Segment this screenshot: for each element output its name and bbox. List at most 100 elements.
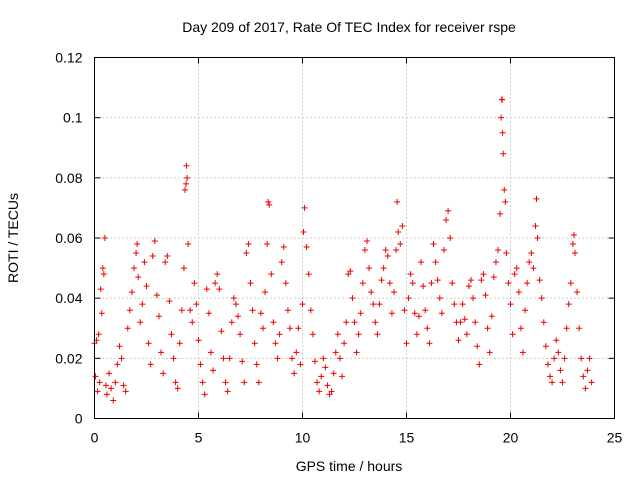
data-point (571, 250, 578, 257)
axis-ticks (94, 57, 615, 419)
data-point (517, 325, 524, 332)
data-point (176, 340, 183, 347)
data-point (547, 373, 554, 380)
x-tick-label: 5 (195, 430, 203, 446)
data-point (522, 307, 529, 314)
data-point (363, 238, 370, 245)
data-point (401, 307, 408, 314)
data-point (345, 271, 352, 278)
data-point (569, 241, 576, 248)
data-point (262, 289, 269, 296)
data-point (528, 250, 535, 257)
data-point (251, 340, 258, 347)
data-point (134, 241, 141, 248)
data-point (228, 319, 235, 326)
data-point (276, 331, 283, 338)
data-point (432, 259, 439, 266)
data-point (94, 388, 101, 395)
data-point (480, 271, 487, 278)
data-point (122, 388, 129, 395)
y-tick-label: 0.04 (55, 290, 82, 306)
data-point (459, 301, 466, 308)
data-point (500, 150, 507, 157)
data-point (232, 301, 239, 308)
data-point (108, 385, 115, 392)
data-point (553, 337, 560, 344)
data-point (557, 367, 564, 374)
data-point (415, 313, 422, 320)
data-point (201, 391, 208, 398)
data-point (139, 301, 146, 308)
data-point (357, 310, 364, 317)
data-point (210, 367, 217, 374)
chart-title: Day 209 of 2017, Rate Of TEC Index for r… (182, 19, 516, 35)
data-point (501, 186, 508, 193)
data-point (542, 343, 549, 350)
data-point (563, 325, 570, 332)
data-point (451, 301, 458, 308)
data-point (440, 247, 447, 254)
data-point (241, 379, 248, 386)
data-points (91, 96, 595, 404)
x-tick-label: 15 (399, 430, 415, 446)
data-point (574, 289, 581, 296)
data-point (551, 355, 558, 362)
x-axis-label: GPS time / hours (296, 458, 403, 474)
data-point (332, 349, 339, 356)
data-point (168, 331, 175, 338)
data-point (484, 325, 491, 332)
data-point (393, 247, 400, 254)
data-point (409, 280, 416, 287)
data-point (403, 340, 410, 347)
data-point (536, 277, 543, 284)
data-point (476, 361, 483, 368)
data-point (191, 280, 198, 287)
data-point (110, 397, 117, 404)
data-point (100, 271, 107, 278)
data-point (519, 349, 526, 356)
x-tick-label: 20 (503, 430, 519, 446)
data-point (472, 319, 479, 326)
data-point (447, 235, 454, 241)
data-point (482, 292, 489, 299)
data-point (570, 231, 577, 238)
data-point (137, 319, 144, 326)
data-point (253, 361, 260, 368)
data-point (114, 361, 121, 368)
data-point (351, 319, 358, 326)
data-point (237, 331, 244, 338)
data-point (540, 319, 547, 326)
data-point (372, 319, 379, 326)
data-point (347, 268, 354, 275)
data-point (287, 325, 294, 332)
data-point (324, 382, 331, 389)
data-point (305, 271, 312, 278)
data-point (567, 280, 574, 287)
data-point (318, 373, 325, 380)
data-point (151, 238, 158, 245)
y-tick-label: 0.02 (55, 350, 82, 366)
data-point (349, 295, 356, 302)
data-point (413, 331, 420, 338)
data-point (461, 316, 468, 323)
data-point (143, 283, 150, 290)
data-point (224, 388, 231, 395)
data-point (534, 235, 541, 241)
data-point (374, 331, 381, 338)
data-point (299, 301, 306, 308)
data-point (359, 280, 366, 287)
data-point (274, 355, 281, 362)
data-point (503, 250, 510, 257)
data-point (470, 295, 477, 302)
data-point (426, 340, 433, 347)
data-point (189, 319, 196, 326)
data-point (184, 174, 191, 181)
data-point (272, 340, 279, 347)
data-point (214, 271, 221, 278)
data-point (170, 355, 177, 362)
data-point (280, 244, 287, 251)
data-point (92, 373, 99, 380)
data-point (495, 247, 502, 254)
data-point (580, 373, 587, 380)
data-point (187, 307, 194, 314)
